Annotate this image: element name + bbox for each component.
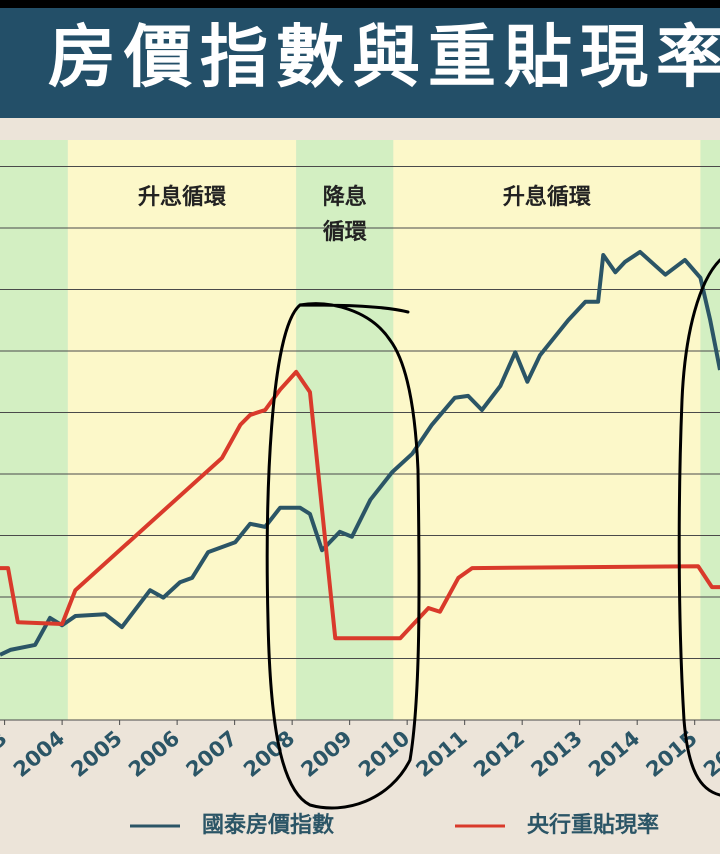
- legend-label: 國泰房價指數: [202, 812, 334, 838]
- plot-area: 升息循環降息循環升息循環2003200420052006200720082009…: [0, 140, 720, 782]
- band-label: 升息循環: [138, 184, 227, 210]
- band-label: 循環: [323, 219, 368, 245]
- legend: 國泰房價指數 央行重貼現率: [130, 812, 659, 838]
- series-line: [0, 249, 720, 657]
- band-label: 降息: [323, 184, 367, 210]
- circle-annotation: [265, 302, 421, 810]
- top-border: [0, 0, 720, 8]
- chart-title: 房價指數與重貼現率: [48, 19, 720, 98]
- circle-annotation: [677, 258, 720, 797]
- hand-drawn-annotations: [265, 258, 720, 810]
- cycle-band: [0, 140, 68, 720]
- title-banner: [0, 8, 720, 118]
- legend-label: 央行重貼現率: [527, 812, 659, 838]
- series-line: [0, 369, 720, 641]
- cycle-band: [700, 140, 720, 720]
- band-label: 升息循環: [503, 184, 592, 210]
- cycle-band: [393, 140, 701, 720]
- cycle-band: [67, 140, 297, 720]
